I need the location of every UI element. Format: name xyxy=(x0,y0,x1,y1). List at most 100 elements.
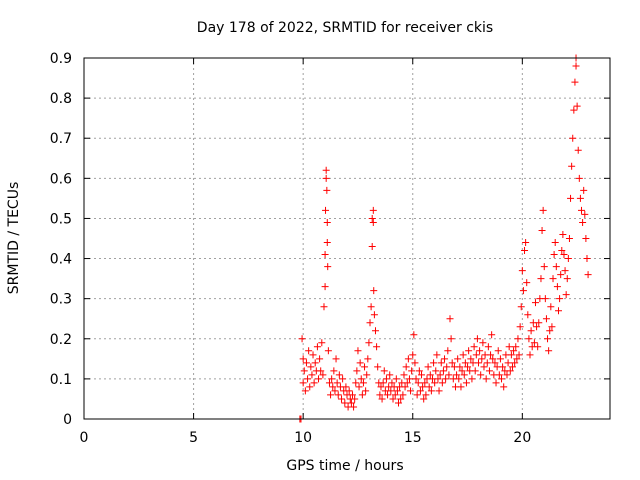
data-point xyxy=(436,371,444,379)
data-point xyxy=(302,359,310,367)
data-point xyxy=(422,391,430,399)
data-point xyxy=(511,359,519,367)
data-point xyxy=(393,387,401,395)
data-point xyxy=(476,347,484,355)
data-point xyxy=(323,239,331,247)
data-point xyxy=(505,343,513,351)
data-point xyxy=(420,395,428,403)
data-point xyxy=(403,379,411,387)
data-point xyxy=(478,355,486,363)
data-point xyxy=(574,146,582,154)
data-point xyxy=(504,359,512,367)
data-point xyxy=(427,387,435,395)
data-point xyxy=(404,355,412,363)
data-point xyxy=(550,251,558,259)
data-point xyxy=(516,323,524,331)
data-point xyxy=(583,255,591,263)
data-point xyxy=(307,363,315,371)
x-tick-label: 20 xyxy=(513,430,531,446)
data-point xyxy=(558,247,566,255)
data-point xyxy=(379,379,387,387)
data-point xyxy=(410,331,418,339)
data-point xyxy=(464,363,472,371)
data-point xyxy=(434,375,442,383)
chart-title: Day 178 of 2022, SRMTID for receiver cki… xyxy=(197,20,493,36)
data-point xyxy=(582,235,590,242)
data-point xyxy=(389,395,397,403)
y-tick-label: 0.9 xyxy=(50,51,72,67)
data-point xyxy=(506,367,514,375)
data-point xyxy=(374,363,382,371)
data-point xyxy=(456,363,464,371)
data-point xyxy=(361,363,369,371)
data-point xyxy=(535,319,543,327)
data-point xyxy=(441,355,449,363)
data-point xyxy=(518,267,526,275)
data-point xyxy=(378,395,386,403)
data-point xyxy=(570,106,578,114)
data-point xyxy=(539,206,547,214)
data-point xyxy=(491,359,499,367)
data-point xyxy=(301,387,309,395)
data-point xyxy=(468,375,476,383)
data-point xyxy=(352,379,360,387)
data-point xyxy=(519,287,527,295)
data-point xyxy=(425,383,433,391)
data-point xyxy=(461,359,469,367)
data-point xyxy=(413,391,421,399)
data-point xyxy=(402,363,410,371)
data-point xyxy=(559,230,567,238)
data-point xyxy=(457,383,465,391)
data-point xyxy=(399,391,407,399)
data-point xyxy=(482,375,490,383)
data-point xyxy=(447,335,455,343)
data-point xyxy=(467,355,475,363)
data-point xyxy=(454,355,462,363)
data-point xyxy=(376,391,384,399)
data-point xyxy=(299,379,307,387)
data-point xyxy=(419,383,427,391)
data-point xyxy=(338,395,346,403)
data-point xyxy=(433,351,441,359)
data-point xyxy=(323,186,331,194)
data-point xyxy=(416,387,424,395)
data-point xyxy=(578,206,586,214)
data-point xyxy=(387,387,395,395)
data-point xyxy=(380,367,388,375)
data-point xyxy=(332,355,340,363)
data-point xyxy=(475,359,482,367)
data-point xyxy=(371,327,379,335)
data-point xyxy=(317,367,325,375)
data-point xyxy=(569,134,577,142)
data-point xyxy=(401,383,409,391)
data-point xyxy=(556,295,564,303)
data-point xyxy=(370,287,378,295)
data-point xyxy=(488,331,496,339)
data-point xyxy=(472,351,480,359)
data-point xyxy=(306,383,314,391)
data-point xyxy=(444,347,452,355)
x-tick-label: 15 xyxy=(404,430,422,446)
data-point xyxy=(341,399,349,407)
y-tick-label: 0.4 xyxy=(50,252,72,268)
data-point xyxy=(562,291,570,299)
data-point xyxy=(395,399,403,407)
data-point xyxy=(545,347,553,355)
data-point xyxy=(479,339,487,347)
data-point xyxy=(567,194,575,202)
data-point xyxy=(392,375,400,383)
data-point xyxy=(512,343,520,351)
data-point xyxy=(581,210,589,218)
data-point xyxy=(473,335,481,343)
data-point xyxy=(324,263,332,271)
data-point xyxy=(366,319,374,327)
data-point xyxy=(298,335,306,343)
data-point xyxy=(458,367,466,375)
data-point xyxy=(584,271,592,279)
data-point xyxy=(437,359,445,367)
data-point xyxy=(480,363,488,371)
data-point xyxy=(411,359,419,367)
data-point xyxy=(328,375,336,383)
data-point xyxy=(557,271,565,279)
